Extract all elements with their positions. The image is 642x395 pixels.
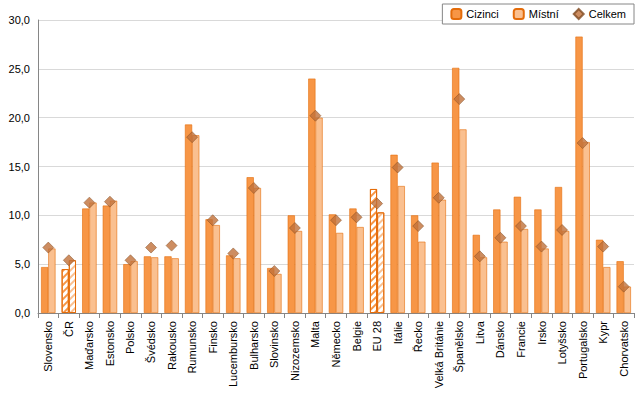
svg-text:5,0: 5,0 xyxy=(15,258,30,270)
svg-text:20,0: 20,0 xyxy=(9,112,30,124)
svg-text:Lotyšsko: Lotyšsko xyxy=(556,321,568,364)
svg-text:Dánsko: Dánsko xyxy=(494,321,506,358)
svg-text:Litva: Litva xyxy=(474,320,486,344)
svg-text:Španělsko: Španělsko xyxy=(453,321,465,372)
svg-text:Celkem: Celkem xyxy=(589,8,626,20)
svg-text:Velká Británie: Velká Británie xyxy=(433,321,445,388)
svg-text:Belgie: Belgie xyxy=(351,321,363,352)
svg-text:Lucembursko: Lucembursko xyxy=(227,321,239,387)
svg-text:Estonsko: Estonsko xyxy=(104,321,116,366)
svg-text:Portugalsko: Portugalsko xyxy=(577,321,589,379)
svg-text:Maďarsko: Maďarsko xyxy=(83,321,95,370)
svg-text:Švédsko: Švédsko xyxy=(145,321,157,363)
svg-text:15,0: 15,0 xyxy=(9,161,30,173)
svg-text:Malta: Malta xyxy=(309,320,321,348)
svg-text:Nizozemsko: Nizozemsko xyxy=(289,321,301,381)
svg-text:Polsko: Polsko xyxy=(124,321,136,354)
svg-text:Bulharsko: Bulharsko xyxy=(248,321,260,370)
svg-text:Rumunsko: Rumunsko xyxy=(186,321,198,374)
svg-text:Kypr: Kypr xyxy=(597,321,609,344)
svg-text:Řecko: Řecko xyxy=(412,321,424,352)
svg-text:Finsko: Finsko xyxy=(207,321,219,353)
svg-text:Slovinsko: Slovinsko xyxy=(268,321,280,368)
svg-text:Chorvatsko: Chorvatsko xyxy=(618,321,630,377)
svg-text:Cizinci: Cizinci xyxy=(466,8,498,20)
svg-text:Rakousko: Rakousko xyxy=(166,321,178,370)
svg-text:Místní: Místní xyxy=(529,8,559,20)
svg-text:30,0: 30,0 xyxy=(9,14,30,26)
svg-text:EU 28: EU 28 xyxy=(371,321,383,352)
svg-text:Slovensko: Slovensko xyxy=(42,321,54,372)
svg-text:Francie: Francie xyxy=(515,321,527,358)
svg-text:Německo: Německo xyxy=(330,321,342,367)
svg-text:ČR: ČR xyxy=(63,321,75,337)
svg-text:Irsko: Irsko xyxy=(536,321,548,345)
svg-text:25,0: 25,0 xyxy=(9,63,30,75)
svg-text:Itálie: Itálie xyxy=(392,321,404,344)
svg-text:0,0: 0,0 xyxy=(15,307,30,319)
svg-text:10,0: 10,0 xyxy=(9,209,30,221)
